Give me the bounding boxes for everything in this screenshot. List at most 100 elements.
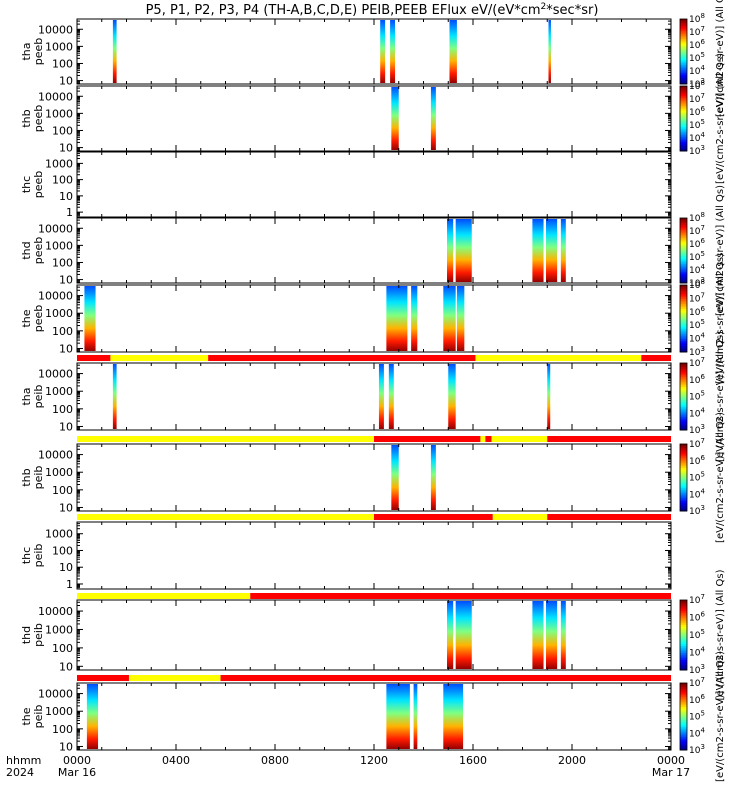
colorbar-cell [680, 296, 687, 299]
colorbar-cell [680, 411, 687, 414]
y-axis-label-probe: thb [20, 109, 33, 127]
colorbar-cell [680, 295, 687, 298]
colorbar-cell [680, 371, 687, 374]
y-tick-label: 10000 [38, 23, 73, 36]
chart-title-rest: *sec*sr) [546, 3, 598, 18]
colorbar-tick-label: 106 [689, 454, 705, 467]
flag-segment-yellow [491, 436, 548, 442]
colorbar-cell [680, 36, 687, 39]
colorbar-cell [680, 378, 687, 381]
spectrogram-span [378, 364, 384, 429]
flag-segment-red [374, 436, 481, 442]
colorbar-cell [680, 718, 687, 721]
colorbar-cell [680, 139, 687, 142]
flag-segment-red [77, 675, 129, 681]
x-tick-label: 0000 [657, 754, 685, 767]
colorbar-cell [680, 293, 687, 296]
colorbar-cell [680, 338, 687, 341]
colorbar-cell [680, 706, 687, 709]
colorbar-cell [680, 61, 687, 64]
colorbar-cell [680, 736, 687, 739]
panel-frame [76, 18, 672, 85]
chart-title-sup: 2 [541, 2, 547, 12]
colorbar-cell [680, 340, 687, 343]
colorbar-cell [680, 133, 687, 136]
y-tick-label: 1000 [45, 107, 73, 120]
colorbar-cell [680, 64, 687, 67]
colorbar-cell [680, 134, 687, 137]
panel-frame [76, 521, 672, 590]
colorbar-cell [680, 366, 687, 369]
spectrogram-span [380, 20, 386, 83]
colorbar-cell [680, 482, 687, 485]
colorbar-cell [680, 77, 687, 80]
spectrogram-span [443, 286, 456, 351]
colorbar-cell [680, 663, 687, 666]
y-axis-label-instrument: peeb [32, 171, 45, 199]
y-tick-label: 1000 [45, 623, 73, 636]
flag-segment-red [77, 355, 111, 361]
colorbar-cell [680, 614, 687, 617]
colorbar-cell [680, 467, 687, 470]
colorbar-cell [680, 115, 687, 118]
colorbar-cell [680, 221, 687, 224]
colorbar-cell [680, 300, 687, 303]
colorbar-cell [680, 75, 687, 78]
colorbar-cell [680, 350, 687, 353]
colorbar-cell [680, 97, 687, 100]
colorbar-cell [680, 699, 687, 702]
colorbar-cell [680, 364, 687, 367]
y-tick-label: 10 [59, 342, 73, 355]
colorbar-cell [680, 659, 687, 662]
y-tick-label: 10000 [38, 90, 73, 103]
colorbar-cell [680, 393, 687, 396]
colorbar-tick-label: 105 [689, 471, 705, 484]
colorbar-cell [680, 67, 687, 70]
colorbar-cell [680, 649, 687, 652]
colorbar-cell [680, 308, 687, 311]
panel-frame [76, 443, 672, 512]
colorbar-label: [eV/(cm2-s-sr-eV)] (All Qs) [715, 53, 726, 184]
colorbar-cell [680, 125, 687, 128]
colorbar-cell [680, 80, 687, 83]
colorbar-cell [680, 247, 687, 250]
colorbar-tick-label: 103 [689, 504, 705, 517]
colorbar-cell [680, 716, 687, 719]
colorbar-cell [680, 414, 687, 418]
colorbar-cell [680, 381, 687, 384]
colorbar-cell [680, 301, 687, 304]
colorbar-cell [680, 470, 687, 473]
y-tick-label: 1000 [45, 157, 73, 170]
colorbar-cell [680, 721, 687, 724]
colorbar-cell [680, 71, 687, 74]
colorbar-cell [680, 640, 687, 643]
colorbar-cell [680, 664, 687, 667]
y-tick-label: 10 [59, 75, 73, 88]
colorbar-cell [680, 631, 687, 634]
colorbar-cell [680, 318, 687, 321]
colorbar-cell [680, 218, 687, 221]
colorbar-cell [680, 231, 687, 234]
colorbar-cell [680, 490, 687, 494]
colorbar-label: [eV/(cm2-s-sr-eV)] (All Qs) [715, 651, 726, 782]
colorbar-cell [680, 325, 687, 328]
x-tick-date-label: Mar 16 [58, 766, 96, 779]
colorbar-cell [680, 87, 687, 90]
colorbar-cell [680, 709, 687, 712]
colorbar-cell [680, 391, 687, 394]
colorbar-tick-label: 103 [689, 743, 705, 756]
colorbar-cell [680, 22, 687, 25]
y-tick-label: 1 [66, 578, 73, 591]
colorbar-cell [680, 120, 687, 123]
colorbar-cell [680, 444, 687, 447]
panel-frame [76, 284, 672, 353]
colorbar-tick-label: 104 [689, 487, 705, 500]
colorbar-cell [680, 43, 687, 46]
colorbar-cell [680, 703, 687, 706]
colorbar-cell [680, 691, 687, 694]
colorbar-tick-label: 107 [689, 676, 705, 689]
